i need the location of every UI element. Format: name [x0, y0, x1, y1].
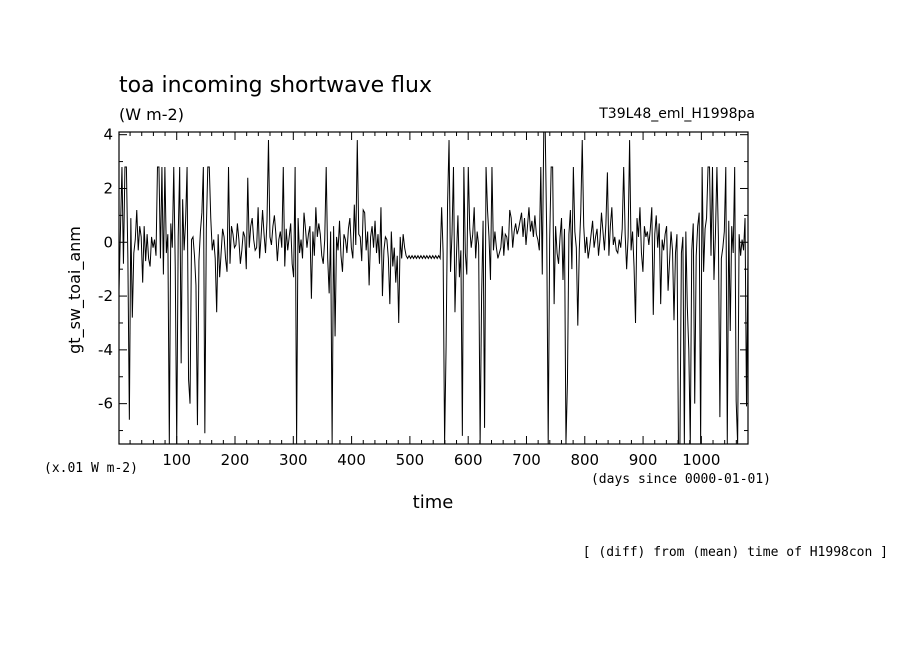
footnote: [ (diff) from (mean) time of H1998con ] — [583, 545, 888, 560]
x-tick-label: 200 — [221, 451, 250, 469]
y-axis-unit: (x.01 W m-2) — [44, 461, 138, 476]
experiment-label: T39L48_eml_H1998pa — [598, 106, 755, 122]
x-axis-unit: (days since 0000-01-01) — [591, 472, 771, 487]
series-line-0 — [118, 131, 749, 445]
y-tick-label: 0 — [103, 233, 113, 251]
x-tick-label: 500 — [396, 451, 425, 469]
y-tick-label: -2 — [98, 287, 113, 305]
y-tick-label: -6 — [98, 395, 113, 413]
y-axis-label: gt_sw_toai_anm — [65, 226, 85, 354]
y-tick-label: 2 — [103, 179, 113, 197]
y-tick-label: 4 — [103, 126, 113, 144]
x-tick-label: 400 — [337, 451, 366, 469]
y-tick-label: -4 — [98, 341, 113, 359]
x-tick-label: 600 — [454, 451, 483, 469]
y-axis: -6 -4 -2 0 2 4 — [98, 126, 748, 432]
x-tick-label: 1000 — [682, 451, 720, 469]
x-tick-label: 100 — [162, 451, 191, 469]
plot-area — [118, 131, 749, 445]
chart-subtitle: (W m-2) — [119, 105, 184, 124]
x-tick-label: 800 — [570, 451, 599, 469]
x-tick-label: 900 — [629, 451, 658, 469]
x-tick-label: 700 — [512, 451, 541, 469]
x-axis: 100 200 300 400 500 600 700 800 900 1000 — [129, 132, 737, 469]
x-tick-label: 300 — [279, 451, 308, 469]
x-axis-label: time — [413, 492, 454, 513]
chart-title: toa incoming shortwave flux — [119, 73, 432, 98]
